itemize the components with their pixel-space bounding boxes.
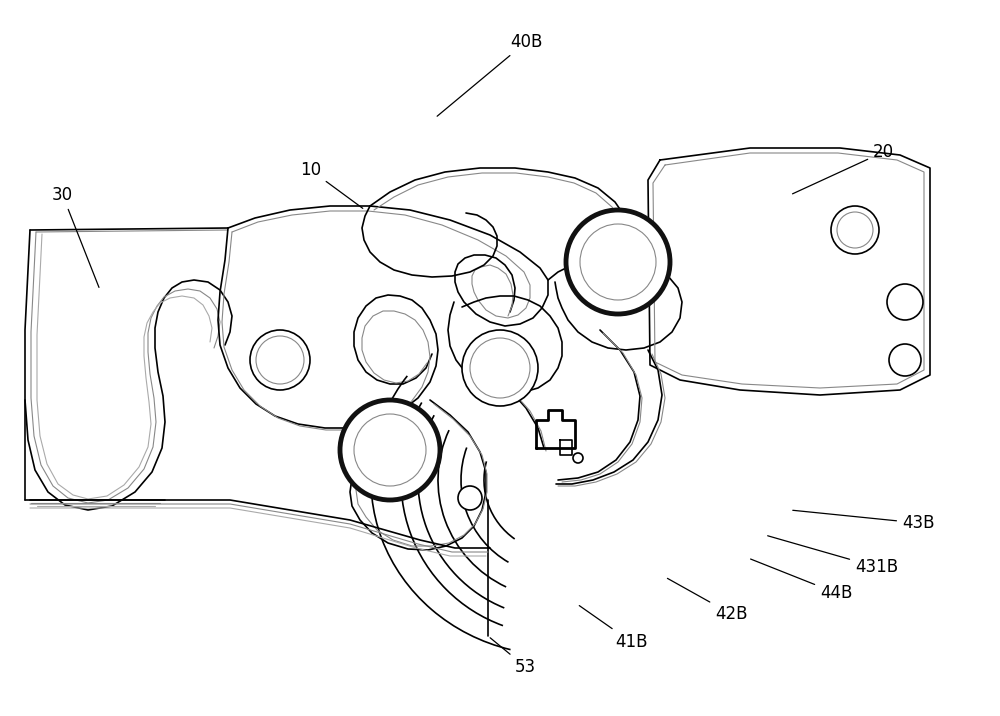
Circle shape — [256, 336, 304, 384]
Circle shape — [462, 330, 538, 406]
Text: 41B: 41B — [579, 606, 648, 651]
Circle shape — [250, 330, 310, 390]
Text: 53: 53 — [490, 638, 536, 676]
Circle shape — [831, 206, 879, 254]
Circle shape — [566, 210, 670, 314]
Text: 431B: 431B — [768, 536, 898, 576]
Text: 30: 30 — [52, 186, 99, 287]
Circle shape — [354, 414, 426, 486]
Circle shape — [340, 400, 440, 500]
Circle shape — [889, 344, 921, 376]
Circle shape — [458, 486, 482, 510]
Text: 43B: 43B — [793, 511, 934, 532]
Text: 42B: 42B — [667, 579, 748, 623]
Text: 20: 20 — [793, 143, 894, 194]
Text: 44B: 44B — [751, 559, 852, 602]
Circle shape — [470, 338, 530, 398]
Circle shape — [837, 212, 873, 248]
Circle shape — [887, 284, 923, 320]
Text: 10: 10 — [300, 161, 363, 208]
Circle shape — [573, 453, 583, 463]
Text: 40B: 40B — [437, 33, 542, 116]
Circle shape — [580, 224, 656, 300]
